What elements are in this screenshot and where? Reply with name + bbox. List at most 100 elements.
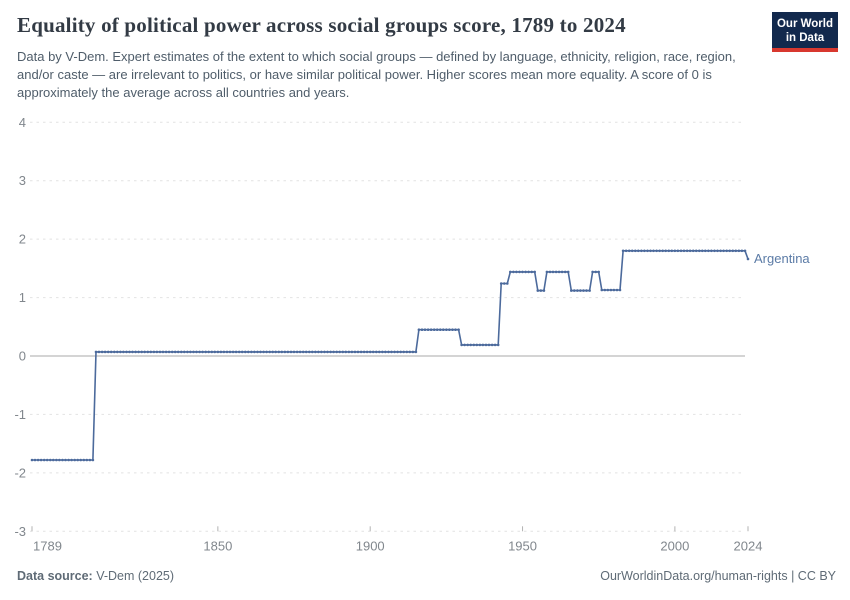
- series-point: [82, 458, 86, 462]
- x-tick-label: 1789: [33, 538, 62, 553]
- series-point: [222, 350, 226, 354]
- series-point: [314, 350, 317, 354]
- series-point: [682, 249, 686, 253]
- series-point: [85, 458, 89, 462]
- series-point: [335, 350, 339, 354]
- series-point: [466, 343, 470, 347]
- series-point: [597, 270, 600, 274]
- series-point: [454, 328, 457, 332]
- y-tick-label: 2: [19, 232, 26, 247]
- series-point: [685, 249, 689, 253]
- series-point: [551, 270, 555, 274]
- page-title: Equality of political power across socia…: [17, 13, 626, 37]
- series-point: [499, 282, 503, 285]
- series-point: [460, 343, 463, 347]
- series-point: [204, 350, 207, 354]
- series-point: [103, 350, 107, 354]
- series-point: [158, 350, 162, 354]
- series-point: [94, 350, 98, 354]
- series-point: [253, 350, 256, 354]
- series-point: [545, 270, 549, 274]
- series-point: [448, 328, 451, 332]
- series-point: [298, 350, 302, 354]
- series-point: [265, 350, 268, 354]
- series-point: [405, 350, 409, 354]
- series-point: [728, 249, 731, 253]
- series-point: [359, 350, 363, 354]
- series-point: [594, 270, 597, 274]
- series-point: [472, 343, 476, 347]
- series-point: [637, 249, 640, 253]
- series-point: [88, 458, 92, 462]
- series-point: [490, 343, 494, 347]
- series-point: [542, 289, 546, 292]
- series-point: [173, 350, 177, 354]
- series-point: [256, 350, 259, 354]
- series-point: [722, 249, 725, 253]
- data-source-note: Data source: V-Dem (2025): [17, 569, 174, 583]
- entity-label: Argentina: [754, 251, 810, 266]
- series-point: [116, 350, 119, 354]
- series-line[interactable]: [32, 250, 749, 461]
- y-tick-label: -3: [14, 524, 26, 539]
- license-label[interactable]: CC BY: [797, 569, 836, 583]
- series-point: [676, 249, 680, 253]
- series-point: [512, 270, 515, 274]
- series-point: [240, 350, 244, 354]
- data-source-value: V-Dem (2025): [96, 569, 175, 583]
- series-point: [731, 249, 735, 253]
- series-point: [384, 350, 387, 354]
- series-point: [634, 249, 637, 253]
- series-point: [140, 350, 143, 354]
- series-point: [664, 249, 667, 253]
- y-tick-label: -1: [14, 407, 26, 422]
- series-point: [283, 350, 287, 354]
- series-point: [61, 458, 64, 462]
- series-point: [463, 343, 466, 347]
- series-point: [518, 270, 521, 274]
- series-point: [97, 350, 101, 354]
- series-point: [237, 350, 241, 354]
- series-point: [414, 350, 418, 354]
- series-point: [667, 249, 671, 253]
- series-point: [176, 350, 180, 354]
- series-point: [694, 249, 698, 253]
- series-point: [484, 343, 488, 347]
- series-point: [743, 249, 747, 253]
- series-point: [347, 350, 351, 354]
- series-point: [734, 249, 738, 253]
- series-point: [350, 350, 354, 354]
- series-point: [442, 328, 445, 332]
- series-point: [740, 249, 744, 253]
- series-point: [308, 350, 311, 354]
- series-point: [396, 350, 399, 354]
- series-point: [210, 350, 214, 354]
- owid-logo-line1: Our World: [776, 18, 833, 30]
- series-point: [146, 350, 150, 354]
- series-point: [277, 350, 281, 354]
- series-point: [109, 350, 113, 354]
- series-point: [353, 350, 357, 354]
- series-point: [609, 288, 613, 292]
- series-point: [478, 343, 482, 347]
- series-point: [423, 328, 427, 332]
- series-point: [560, 270, 564, 274]
- owid-logo[interactable]: Our World in Data: [772, 12, 838, 52]
- series-point: [606, 288, 610, 292]
- series-point: [670, 249, 674, 253]
- series-point: [100, 350, 104, 354]
- owid-url-link[interactable]: OurWorldinData.org/human-rights: [600, 569, 788, 583]
- series-point: [356, 350, 360, 354]
- series-point: [713, 249, 716, 253]
- series-point: [250, 350, 253, 354]
- series-point: [652, 249, 655, 253]
- series-point: [219, 350, 223, 354]
- series-point: [295, 350, 299, 354]
- series-point: [259, 350, 262, 354]
- series-point: [286, 350, 290, 354]
- series-point: [216, 350, 220, 354]
- series-point: [469, 343, 473, 347]
- series-point: [390, 350, 393, 354]
- series-point: [393, 350, 396, 354]
